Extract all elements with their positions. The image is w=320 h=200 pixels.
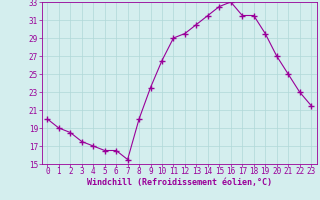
X-axis label: Windchill (Refroidissement éolien,°C): Windchill (Refroidissement éolien,°C) (87, 178, 272, 187)
